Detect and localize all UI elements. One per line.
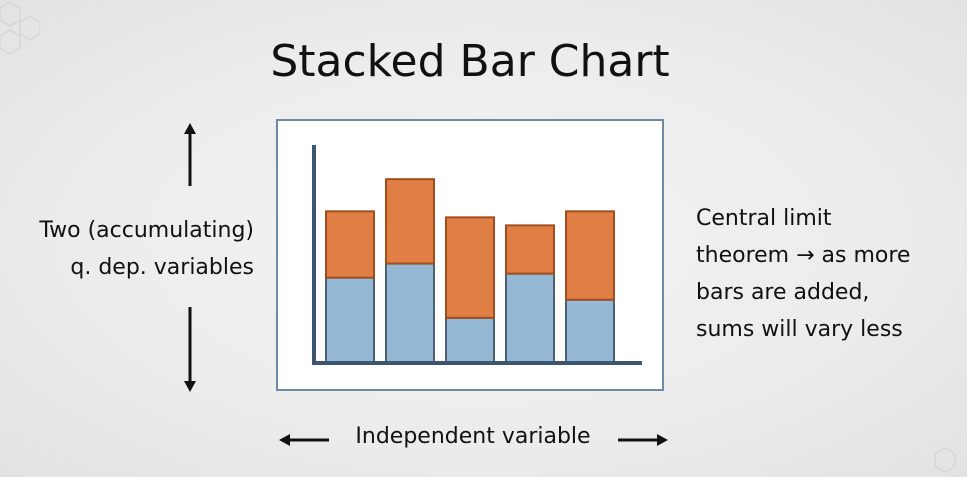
bar-4-series-2 <box>505 224 555 275</box>
y-axis-description-line-2: q. dep. variables <box>70 255 254 280</box>
hex-pattern-top-left <box>0 1 40 55</box>
x-axis-description: Independent variable <box>355 424 591 449</box>
bar-1-series-2 <box>325 210 375 279</box>
bar-3-series-1 <box>445 316 495 364</box>
bar-5-series-2 <box>565 210 615 301</box>
down-arrow-icon <box>184 307 196 392</box>
note-line-2: theorem → as more <box>696 243 911 268</box>
y-axis-description-line-1: Two (accumulating) <box>39 218 254 243</box>
left-arrow-icon <box>279 434 329 446</box>
up-arrow-icon <box>184 123 196 186</box>
slide-title: Stacked Bar Chart <box>270 36 670 87</box>
bar-2-series-1 <box>385 262 435 364</box>
bar-1-series-1 <box>325 276 375 363</box>
y-axis-description: Two (accumulating) q. dep. variables <box>8 212 254 286</box>
central-limit-note: Central limit theorem → as more bars are… <box>696 200 961 348</box>
hex-pattern-bottom-right <box>934 447 956 473</box>
chart-frame <box>276 119 664 391</box>
right-arrow-icon <box>618 434 668 446</box>
bar-2-series-2 <box>385 178 435 265</box>
stacked-bar-chart <box>312 145 642 365</box>
note-line-3: bars are added, <box>696 280 870 305</box>
bar-5-series-1 <box>565 298 615 364</box>
bar-3-series-2 <box>445 216 495 319</box>
bar-4-series-1 <box>505 272 555 364</box>
note-line-4: sums will vary less <box>696 317 903 342</box>
note-line-1: Central limit <box>696 206 832 231</box>
